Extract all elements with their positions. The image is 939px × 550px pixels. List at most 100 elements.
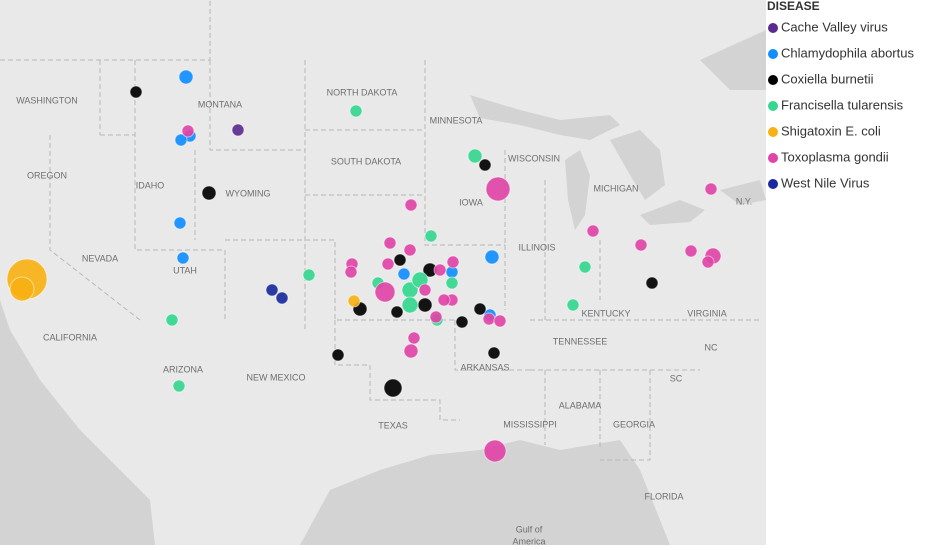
data-point [172,379,186,393]
data-point [645,276,659,290]
data-point [407,331,421,345]
data-point [173,216,187,230]
data-point [201,185,217,201]
data-point [390,305,404,319]
data-point [403,343,419,359]
data-point [174,133,188,147]
legend-marker [768,101,778,111]
map-label: MISSISSIPPI [503,419,557,429]
data-point [417,297,433,313]
data-point [265,283,279,297]
data-point [404,198,418,212]
legend-marker [768,153,778,163]
data-point [482,312,496,326]
map-label: ARKANSAS [460,362,509,372]
map-label: WISCONSIN [508,153,560,163]
map-label: NEW MEXICO [246,372,305,382]
map-label: SC [670,373,683,383]
map-label: NORTH DAKOTA [327,87,398,97]
legend-label: Chlamydophila abortus [781,45,914,60]
data-point [483,439,507,463]
legend-label: Coxiella burnetii [781,71,874,86]
map-label: IDAHO [136,180,165,190]
data-point [331,348,345,362]
data-point [181,124,195,138]
data-point [478,158,492,172]
data-point [401,296,419,314]
legend-marker [768,127,778,137]
legend-marker [768,75,778,85]
legend-marker [768,23,778,33]
data-point [302,268,316,282]
data-point [566,298,580,312]
legend-title: DISEASE [767,0,820,13]
map-label: VIRGINIA [687,308,727,318]
map-label: TENNESSEE [553,336,608,346]
data-point [275,291,289,305]
data-point [433,263,447,277]
map-label: MICHIGAN [594,183,639,193]
legend-label: Shigatoxin E. coli [781,123,881,138]
data-point [381,257,395,271]
data-point [176,251,190,265]
map-label: SOUTH DAKOTA [331,156,401,166]
data-point [445,276,459,290]
data-point [9,276,35,302]
legend-label: Cache Valley virus [781,19,888,34]
map-label: TEXAS [378,420,408,430]
map-label: WYOMING [226,188,271,198]
data-point [165,313,179,327]
map-label: KENTUCKY [581,308,630,318]
map-label: Gulf of [516,524,543,534]
data-point [383,378,403,398]
map-label: GEORGIA [613,419,655,429]
data-point [484,249,500,265]
legend-label: West Nile Virus [781,175,870,190]
data-point [578,260,592,274]
data-point [383,236,397,250]
data-point [485,176,511,202]
data-point [467,148,483,164]
data-point [446,255,460,269]
map-label: NC [705,342,718,352]
map-label: WASHINGTON [16,95,78,105]
data-point [347,294,361,308]
water [0,30,766,545]
map-label: NEVADA [82,253,118,263]
data-point [487,346,501,360]
data-point [701,255,715,269]
data-point [704,182,718,196]
map-label: FLORIDA [644,491,683,501]
data-point [393,253,407,267]
map-label: IOWA [459,197,483,207]
map-label: ILLINOIS [518,242,555,252]
borders [0,0,760,461]
legend-label: Toxoplasma gondii [781,149,889,164]
data-point [344,265,358,279]
map-label: ALABAMA [559,400,602,410]
data-point [418,283,432,297]
data-point [231,123,245,137]
data-point [429,310,443,324]
data-point [493,314,507,328]
data-point [586,224,600,238]
data-point [455,315,469,329]
data-point [129,85,143,99]
map-label: UTAH [173,265,197,275]
data-point [473,302,487,316]
map-label: MINNESOTA [430,115,483,125]
data-point [684,244,698,258]
legend-marker [768,179,778,189]
data-point [634,238,648,252]
data-point [397,267,411,281]
map-label: OREGON [27,170,67,180]
map-label: ARIZONA [163,364,203,374]
legend-marker [768,49,778,59]
map-label: CALIFORNIA [43,332,97,342]
land [0,0,766,545]
map-label: America [512,536,545,545]
data-point [403,243,417,257]
data-point [437,293,451,307]
